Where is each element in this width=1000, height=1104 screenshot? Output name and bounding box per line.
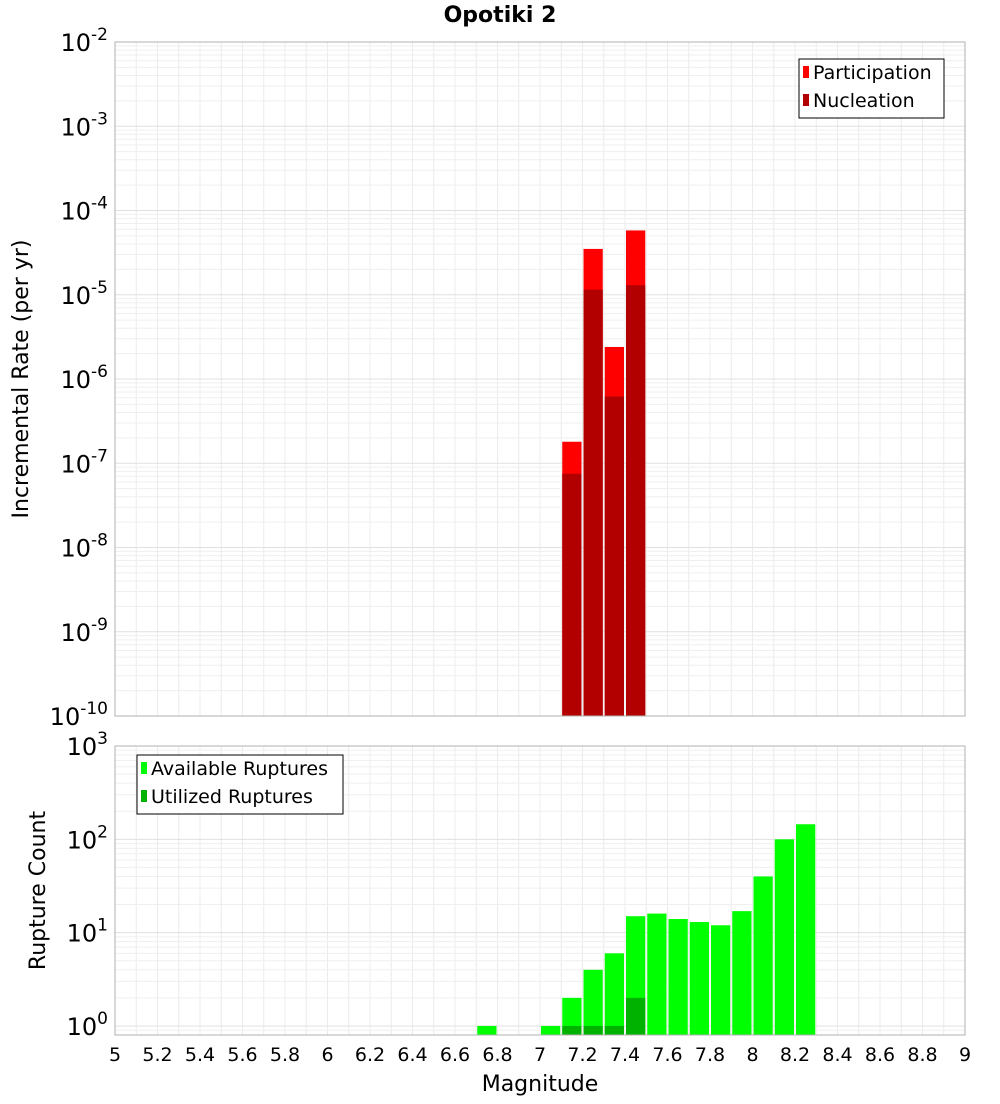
y-tick-label: 100	[67, 1009, 108, 1041]
x-tick-label: 7.4	[610, 1044, 640, 1066]
bar-utilized-ruptures	[604, 1025, 624, 1035]
bar-available-ruptures	[647, 913, 667, 1035]
x-tick-label: 5.8	[270, 1044, 300, 1066]
legend: Available Ruptures Utilized Ruptures	[136, 754, 344, 815]
bar-available-ruptures	[774, 839, 794, 1035]
y-tick-label: 10-3	[61, 109, 109, 141]
x-tick-label: 5	[109, 1044, 121, 1066]
y-tick-label: 10-5	[61, 278, 109, 310]
x-tick-label: 8.4	[822, 1044, 852, 1066]
y-tick-label: 103	[67, 729, 108, 761]
x-tick-label: 5.6	[227, 1044, 257, 1066]
x-tick-label: 6	[321, 1044, 333, 1066]
x-tick-label: 7.2	[567, 1044, 597, 1066]
legend-swatch	[141, 762, 147, 774]
bar-available-ruptures	[711, 925, 731, 1035]
y-tick-label: 10-10	[50, 699, 108, 731]
x-tick-label: 8	[746, 1044, 758, 1066]
y-tick-label: 10-9	[61, 615, 109, 647]
legend-swatch	[141, 790, 147, 802]
bar-available-ruptures	[753, 876, 773, 1035]
bar-available-ruptures	[477, 1025, 497, 1035]
legend-swatch	[803, 66, 809, 78]
y-tick-labels: 100 101 102 103	[67, 729, 108, 1041]
legend-swatch	[803, 94, 809, 106]
y-tick-label: 102	[67, 822, 108, 854]
bar-available-ruptures	[796, 824, 816, 1035]
bars	[562, 230, 646, 716]
rate-panel: 10-10 10-9 10-8 10-7 10-6 10-5 10-4 10-3 10-2 Inc…	[9, 25, 966, 731]
y-tick-label: 10-7	[61, 446, 109, 478]
x-axis-label: Magnitude	[482, 1072, 599, 1097]
x-tick-label: 5.4	[185, 1044, 215, 1066]
rupture-count-panel: 100 101 102 103 Rupture Count Available Ruptu…	[26, 729, 966, 1041]
grid	[114, 42, 966, 717]
x-tick-label: 8.6	[865, 1044, 895, 1066]
y-tick-label: 10-4	[61, 194, 109, 226]
bar-utilized-ruptures	[562, 1025, 582, 1035]
bar-available-ruptures	[583, 969, 603, 1035]
x-axis: 5 5.2 5.4 5.6 5.8 6 6.2 6.4 6.6 6.8 7 7.2 7.4 7.6 7.8 8…	[109, 1044, 971, 1066]
y-axis-label: Rupture Count	[26, 811, 51, 971]
x-tick-label: 8.8	[907, 1044, 937, 1066]
chart-title: Opotiki 2	[444, 3, 557, 28]
bar-utilized-ruptures	[626, 997, 646, 1035]
legend-box	[798, 58, 945, 119]
x-tick-label: 6.8	[482, 1044, 512, 1066]
bar-available-ruptures	[668, 919, 688, 1035]
bars	[477, 824, 816, 1035]
legend-label: Nucleation	[813, 90, 915, 112]
legend-label: Available Ruptures	[151, 758, 328, 780]
bar-nucleation	[604, 396, 624, 716]
bar-available-ruptures	[732, 911, 752, 1035]
y-tick-label: 101	[67, 916, 108, 948]
legend-box	[136, 754, 344, 815]
plot-frame	[114, 41, 966, 717]
plot-frame	[114, 745, 966, 1036]
bar-available-ruptures	[562, 997, 582, 1035]
bar-utilized-ruptures	[583, 1025, 603, 1035]
bar-nucleation	[562, 473, 582, 716]
x-tick-label: 7.6	[652, 1044, 682, 1066]
legend-label: Participation	[813, 62, 932, 84]
bar-available-ruptures	[689, 922, 709, 1035]
x-tick-label: 7.8	[695, 1044, 725, 1066]
bar-nucleation	[583, 289, 603, 716]
x-tick-label: 6.6	[440, 1044, 470, 1066]
x-tick-label: 6.2	[355, 1044, 385, 1066]
x-tick-label: 6.4	[397, 1044, 427, 1066]
legend-label: Utilized Ruptures	[151, 786, 313, 808]
y-tick-label: 10-2	[61, 25, 109, 57]
x-tick-label: 7	[534, 1044, 546, 1066]
y-tick-labels: 10-10 10-9 10-8 10-7 10-6 10-5 10-4 10-3 10-2	[50, 25, 108, 731]
y-tick-label: 10-6	[61, 362, 109, 394]
bar-available-ruptures	[604, 953, 624, 1035]
x-tick-label: 8.2	[780, 1044, 810, 1066]
bar-nucleation	[626, 285, 646, 716]
bar-available-ruptures	[541, 1025, 561, 1035]
x-tick-label: 9	[959, 1044, 971, 1066]
y-tick-label: 10-8	[61, 531, 109, 563]
legend: Participation Nucleation	[798, 58, 945, 119]
x-tick-label: 5.2	[142, 1044, 172, 1066]
y-axis-label: Incremental Rate (per yr)	[9, 240, 34, 519]
